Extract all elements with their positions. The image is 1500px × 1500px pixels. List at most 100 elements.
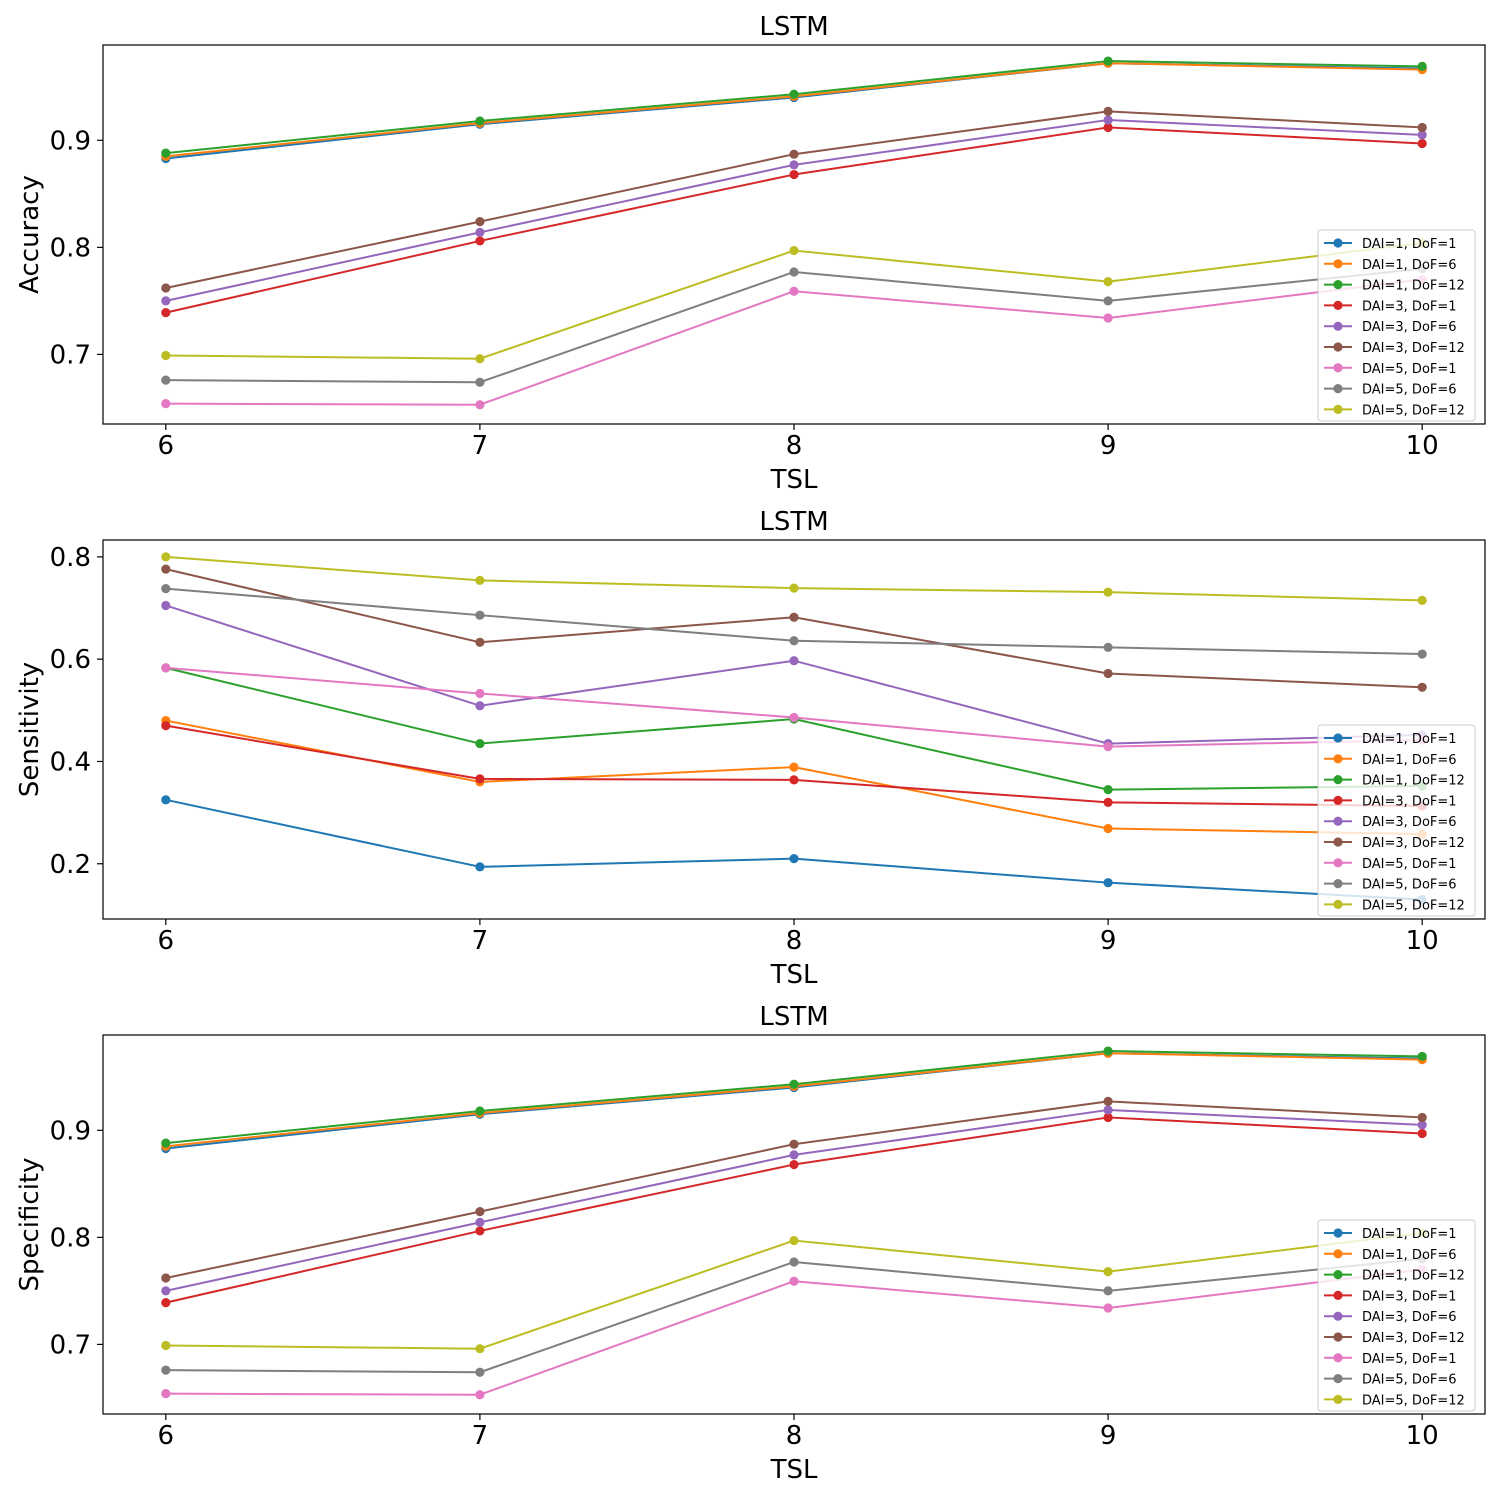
data-point — [1103, 1286, 1113, 1296]
data-point — [789, 1257, 799, 1267]
legend-label: DAI=5, DoF=1 — [1362, 1352, 1457, 1367]
legend-swatch-marker — [1333, 1394, 1343, 1404]
data-point — [475, 354, 485, 364]
legend-swatch-marker — [1333, 1270, 1343, 1280]
y-tick-label: 0.2 — [50, 850, 91, 880]
data-point — [1417, 1128, 1427, 1139]
chart-title: LSTM — [759, 507, 828, 537]
series-3 — [161, 56, 1427, 158]
legend-item: DAI=3, DoF=6 — [1324, 1310, 1457, 1325]
data-point — [475, 1226, 485, 1236]
data-point — [789, 1150, 799, 1160]
data-point — [1417, 1112, 1427, 1123]
legend-item: DAI=5, DoF=1 — [1324, 1352, 1457, 1367]
legend-item: DAI=5, DoF=12 — [1324, 403, 1465, 418]
legend-item: DAI=1, DoF=6 — [1324, 753, 1457, 768]
data-point — [161, 399, 171, 409]
data-point — [161, 283, 171, 293]
x-tick-label: 9 — [1100, 431, 1117, 461]
data-point — [1103, 277, 1113, 287]
legend-swatch-marker — [1333, 1290, 1343, 1300]
legend-swatch-marker — [1333, 1353, 1343, 1363]
y-axis-label: Specificity — [15, 1158, 45, 1292]
y-tick-label: 0.9 — [50, 1116, 91, 1146]
x-tick-label: 10 — [1406, 926, 1439, 956]
legend-swatch-marker — [1333, 858, 1343, 868]
data-point — [1417, 649, 1427, 659]
legend-label: DAI=3, DoF=1 — [1362, 794, 1457, 809]
series-5 — [161, 1105, 1427, 1296]
legend-label: DAI=3, DoF=12 — [1362, 1331, 1465, 1346]
series-5 — [161, 115, 1427, 306]
data-point — [1103, 642, 1113, 653]
data-point — [1103, 742, 1113, 752]
legend-item: DAI=3, DoF=6 — [1324, 320, 1457, 335]
data-point — [475, 862, 485, 872]
x-tick-label: 10 — [1406, 1421, 1439, 1451]
legend-box — [1317, 1219, 1476, 1412]
data-point — [161, 1365, 171, 1375]
data-point — [1103, 1267, 1113, 1277]
legend-label: DAI=1, DoF=12 — [1362, 279, 1465, 294]
legend-label: DAI=5, DoF=1 — [1362, 362, 1457, 377]
data-point — [161, 600, 171, 611]
data-point — [1103, 296, 1113, 306]
legend-swatch-marker — [1333, 342, 1343, 352]
data-point — [475, 637, 485, 647]
data-point — [475, 738, 485, 749]
data-point — [1417, 122, 1427, 133]
legend: DAI=1, DoF=1 DAI=1, DoF=6 DAI=1, DoF=12 DAI… — [1317, 1219, 1476, 1412]
legend-item: DAI=1, DoF=12 — [1324, 1269, 1465, 1284]
legend-label: DAI=1, DoF=6 — [1362, 753, 1457, 768]
data-point — [475, 116, 485, 126]
data-point — [161, 1138, 171, 1148]
legend-label: DAI=1, DoF=1 — [1362, 1227, 1457, 1242]
legend-box — [1317, 229, 1476, 422]
y-tick-label: 0.9 — [50, 126, 91, 156]
legend-item: DAI=1, DoF=12 — [1324, 279, 1465, 294]
data-point — [475, 701, 485, 711]
series-8 — [161, 1254, 1427, 1377]
legend-swatch-marker — [1333, 363, 1343, 373]
legend-label: DAI=1, DoF=6 — [1362, 258, 1457, 273]
legend-item: DAI=3, DoF=12 — [1324, 836, 1465, 851]
x-tick-label: 7 — [472, 926, 489, 956]
series-6 — [161, 564, 1427, 692]
data-point — [161, 564, 171, 574]
y-tick-label: 0.4 — [50, 747, 91, 777]
data-point — [475, 1344, 485, 1354]
legend-swatch-marker — [1333, 1374, 1343, 1384]
legend-swatch-marker — [1333, 259, 1343, 269]
x-axis-label: TSL — [770, 960, 818, 990]
legend-item: DAI=3, DoF=12 — [1324, 341, 1465, 356]
data-point — [161, 1340, 171, 1351]
data-point — [789, 89, 799, 99]
legend-item: DAI=5, DoF=6 — [1324, 383, 1457, 398]
data-point — [789, 286, 799, 296]
x-tick-label: 8 — [786, 1421, 803, 1451]
legend-item: DAI=5, DoF=12 — [1324, 898, 1465, 913]
data-point — [789, 1159, 799, 1170]
legend-item: DAI=1, DoF=6 — [1324, 258, 1457, 273]
legend-label: DAI=1, DoF=1 — [1362, 732, 1457, 747]
legend-label: DAI=3, DoF=1 — [1362, 299, 1457, 314]
legend-label: DAI=5, DoF=1 — [1362, 857, 1457, 872]
data-point — [161, 296, 171, 306]
legend-label: DAI=1, DoF=1 — [1362, 237, 1457, 252]
y-tick-label: 0.8 — [50, 1223, 91, 1253]
data-point — [789, 775, 799, 785]
chart-title: LSTM — [759, 12, 828, 42]
legend-swatch-marker — [1333, 775, 1343, 785]
series-8 — [161, 583, 1427, 659]
legend-swatch-marker — [1333, 384, 1343, 394]
data-point — [475, 227, 485, 237]
legend-item: DAI=3, DoF=1 — [1324, 299, 1457, 314]
data-point — [1103, 115, 1113, 125]
data-point — [475, 688, 485, 699]
x-axis-label: TSL — [770, 465, 818, 495]
legend-item: DAI=1, DoF=1 — [1324, 1227, 1457, 1242]
legend-label: DAI=3, DoF=12 — [1362, 341, 1465, 356]
data-point — [475, 1217, 485, 1227]
data-point — [475, 377, 485, 387]
